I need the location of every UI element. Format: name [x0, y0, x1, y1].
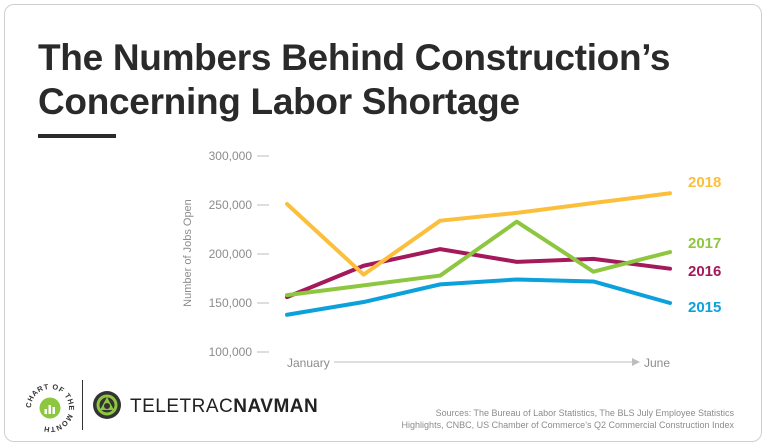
- series-label-2018: 2018: [688, 174, 721, 191]
- series-line-2015: [285, 277, 672, 317]
- y-tick-label: 100,000: [209, 345, 253, 359]
- y-tick-label: 150,000: [209, 296, 253, 310]
- sources-note: Sources: The Bureau of Labor Statistics,…: [374, 407, 734, 431]
- sources-line-1: Sources: The Bureau of Labor Statistics,…: [435, 408, 734, 418]
- x-label-start: January: [287, 356, 330, 370]
- brand-bold: NAVMAN: [233, 396, 319, 417]
- teletrac-navman-logo-icon: [93, 391, 121, 419]
- title-underline: [38, 134, 116, 138]
- y-tick-label: 200,000: [209, 247, 253, 261]
- y-tick-label: 250,000: [209, 198, 253, 212]
- y-tick-label: 300,000: [209, 149, 253, 163]
- footer-divider: [82, 380, 83, 430]
- chart-of-the-month-badge: CHART OF THE MONTH: [24, 382, 75, 434]
- title-line-1: The Numbers Behind Construction’s: [38, 37, 671, 78]
- sources-line-2: Highlights, CNBC, US Chamber of Commerce…: [401, 420, 734, 430]
- y-axis-title: Number of Jobs Open: [182, 199, 194, 307]
- series-label-2016: 2016: [688, 263, 721, 280]
- page-title: The Numbers Behind Construction’s Concer…: [38, 36, 718, 124]
- series-label-2015: 2015: [688, 299, 721, 316]
- title-line-2: Concerning Labor Shortage: [38, 81, 520, 122]
- brand-light: TELETRAC: [130, 396, 234, 417]
- x-label-end: June: [644, 356, 670, 370]
- series-line-2016: [285, 247, 672, 300]
- card-frame: [4, 4, 762, 442]
- x-axis-arrowhead: [632, 358, 640, 366]
- series-label-2017: 2017: [688, 235, 721, 252]
- teletrac-navman-wordmark: TELETRACNAVMAN: [130, 396, 318, 418]
- series-line-2018: [285, 191, 672, 277]
- series-line-2017: [285, 219, 672, 298]
